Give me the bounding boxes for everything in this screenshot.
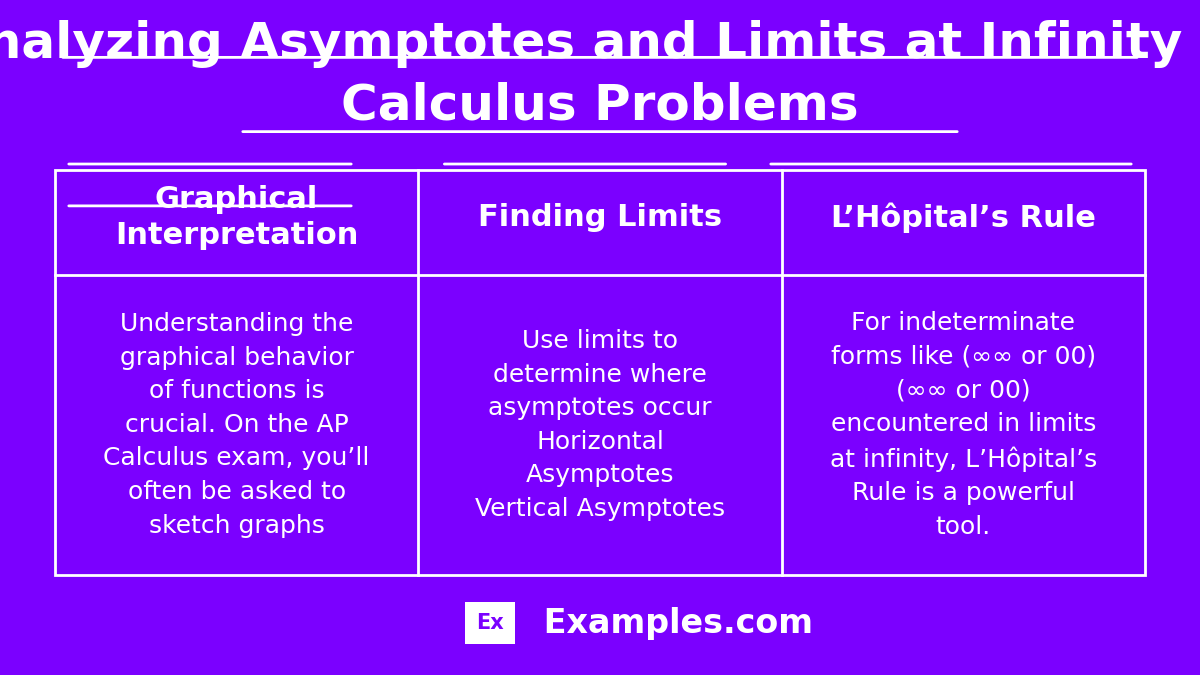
Text: Finding Limits: Finding Limits xyxy=(478,203,722,232)
Text: Ex: Ex xyxy=(476,613,504,633)
Bar xyxy=(55,170,1145,575)
Text: Use limits to
determine where
asymptotes occur
Horizontal
Asymptotes
Vertical As: Use limits to determine where asymptotes… xyxy=(475,329,725,520)
Text: Analyzing Asymptotes and Limits at Infinity in
Calculus Problems: Analyzing Asymptotes and Limits at Infin… xyxy=(0,20,1200,130)
Text: For indeterminate
forms like (∞∞ or 00)
(∞∞ or 00)
encountered in limits
at infi: For indeterminate forms like (∞∞ or 00) … xyxy=(829,311,1097,539)
Text: Examples.com: Examples.com xyxy=(532,607,814,639)
Text: Understanding the
graphical behavior
of functions is
crucial. On the AP
Calculus: Understanding the graphical behavior of … xyxy=(103,313,370,537)
FancyBboxPatch shape xyxy=(466,602,515,644)
Text: Graphical
Interpretation: Graphical Interpretation xyxy=(115,185,359,250)
Text: L’Hôpital’s Rule: L’Hôpital’s Rule xyxy=(830,202,1096,233)
